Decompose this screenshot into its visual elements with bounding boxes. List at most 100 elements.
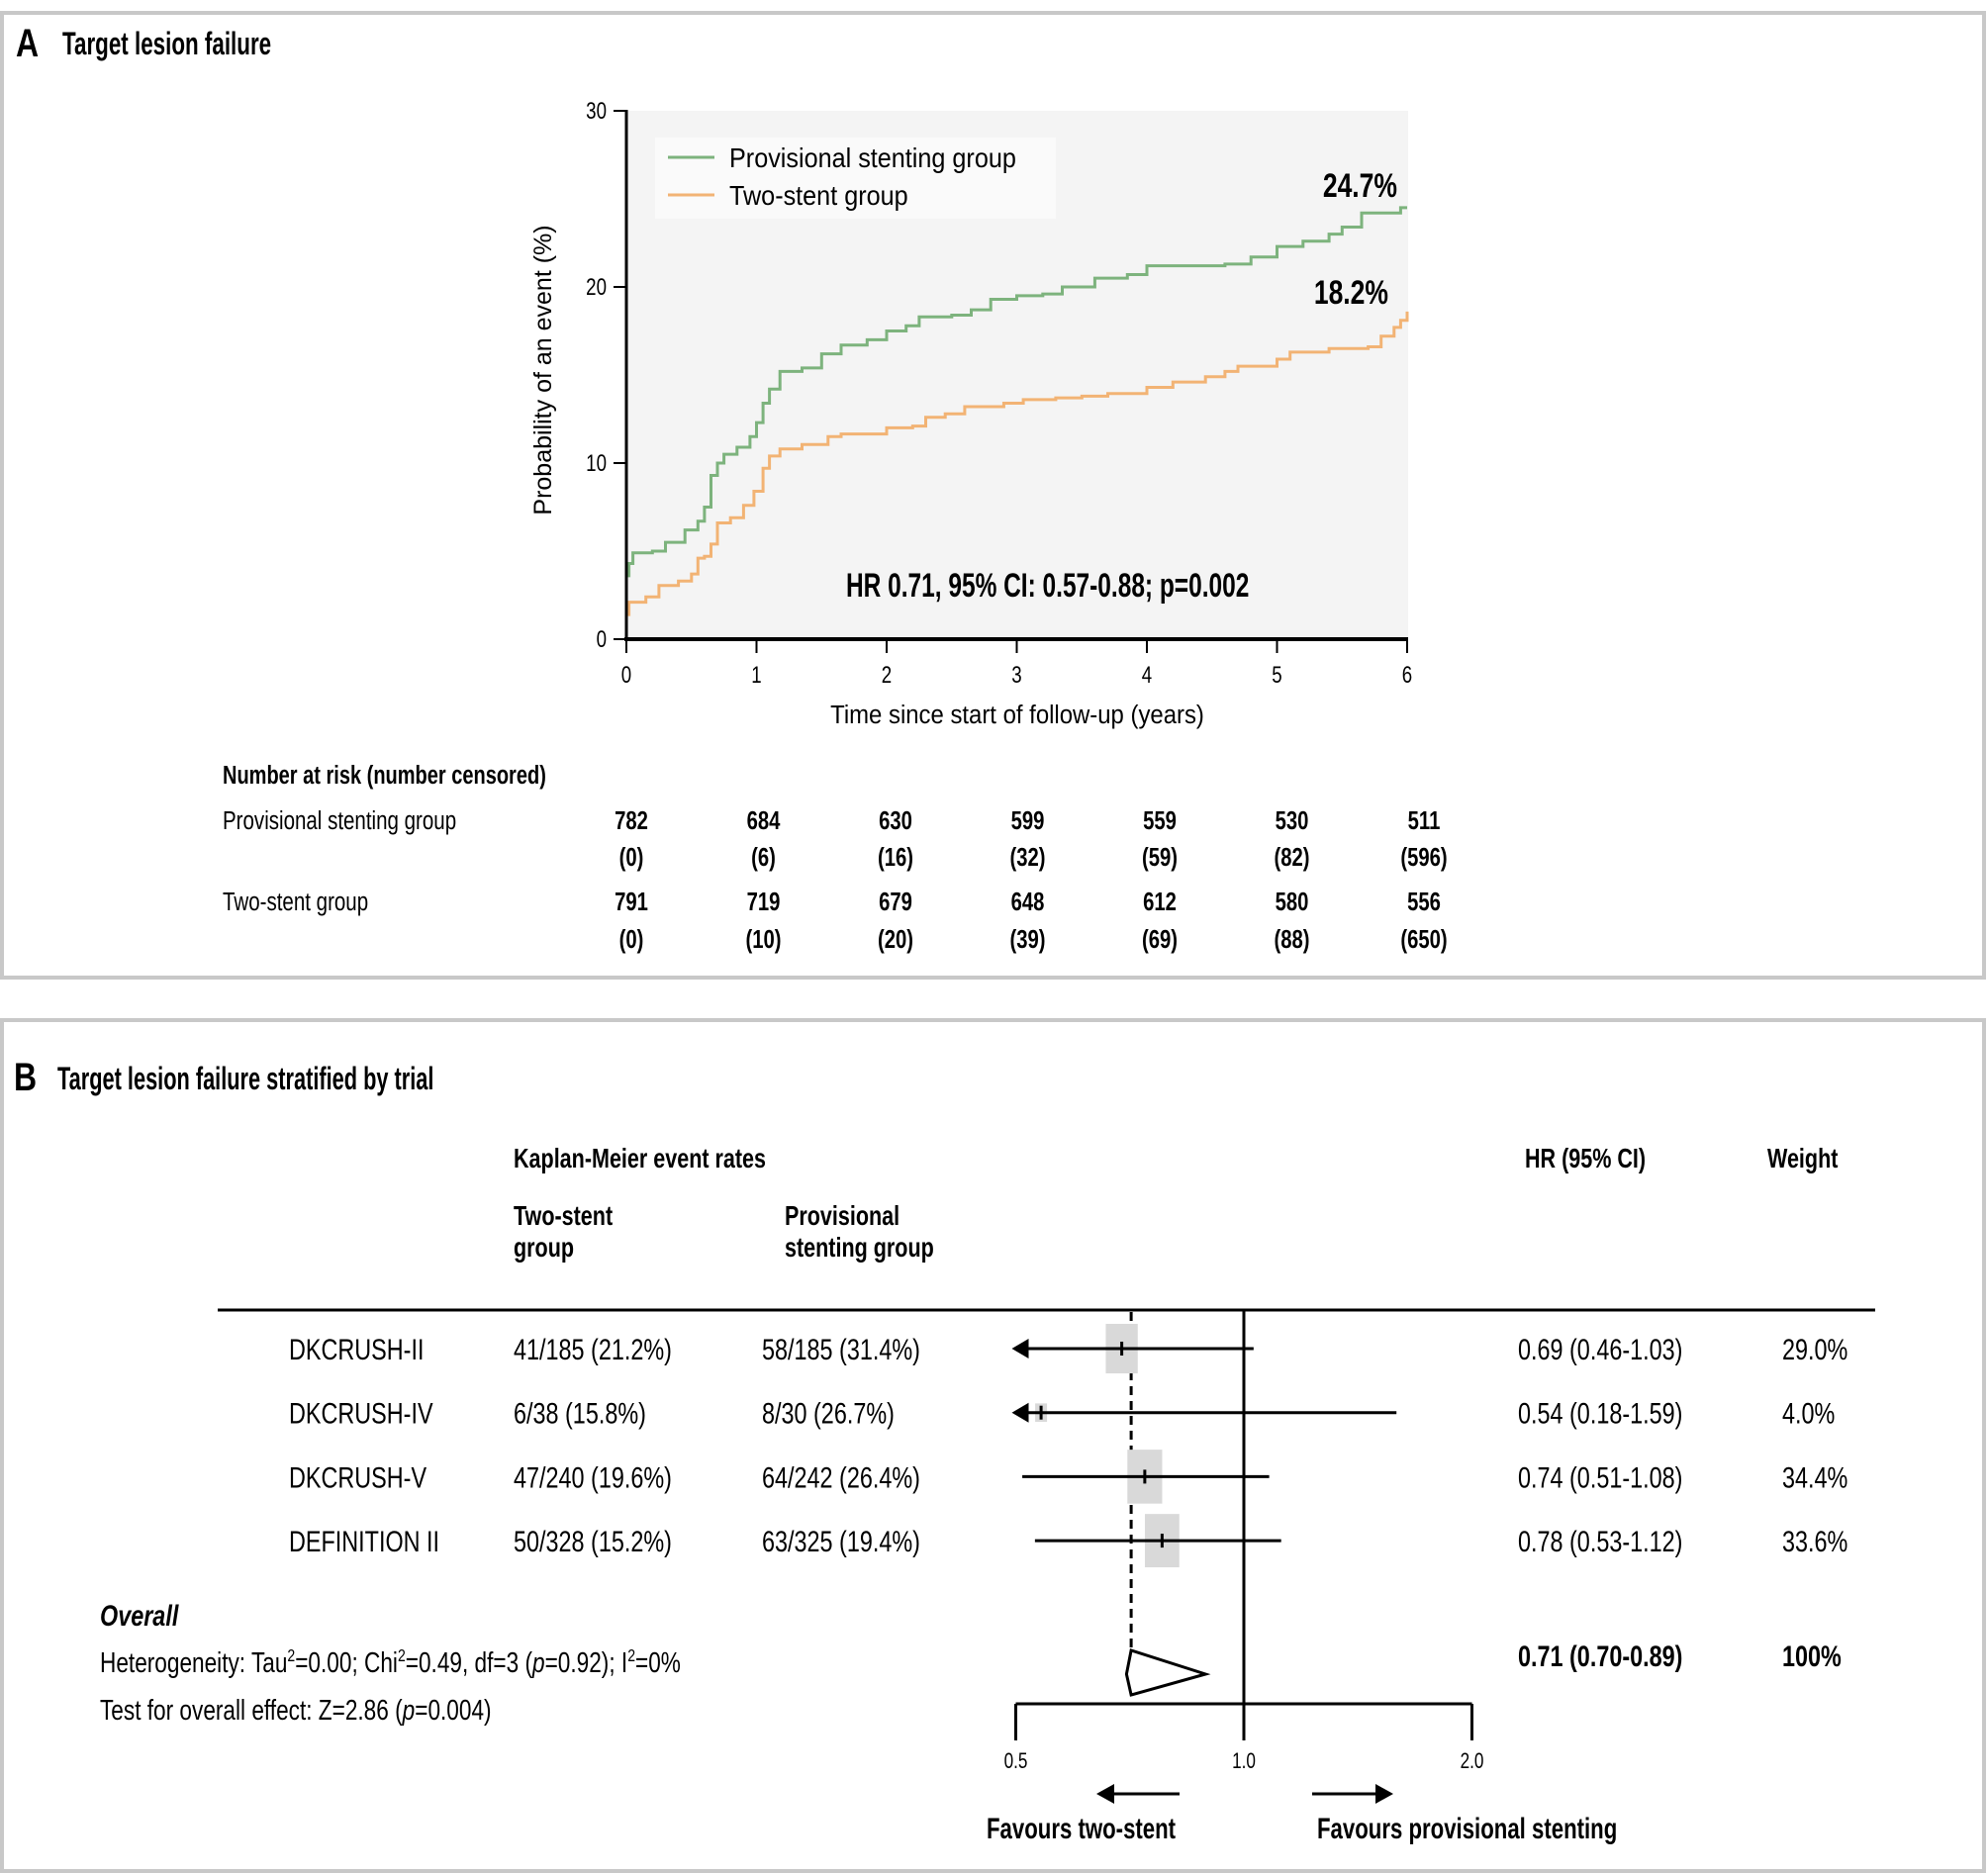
x-tick-label: 3 [1011,662,1021,689]
study-two-stent-rate: 6/38 (15.8%) [514,1397,646,1430]
favours-right-label: Favours provisional stenting [1317,1812,1617,1845]
study-provisional-rate-wrap: 63/325 (19.4%) [762,1525,920,1557]
header-two-stent-line1-wrap: Two-stent [514,1200,614,1231]
heterogeneity-part: =0.92); I [545,1645,628,1678]
study-provisional-rate: 63/325 (19.4%) [762,1525,920,1557]
header-weight: Weight [1767,1143,1839,1173]
risk-at-risk-two-stent: 679 [879,888,912,916]
study-two-stent-rate: 50/328 (15.2%) [514,1525,672,1557]
risk-at-risk-provisional: 630 [879,806,912,835]
legend: Provisional stenting group Two-stent gro… [655,138,1056,219]
study-name-wrap: DKCRUSH-II [289,1333,424,1365]
km-curve-two-stent [626,311,1409,616]
study-provisional-rate-wrap: 64/242 (26.4%) [762,1461,920,1494]
risk-row-label-two-stent: Two-stent group [223,888,368,916]
study-name: DKCRUSH-IV [289,1397,433,1430]
x-axis-title: Time since start of follow-up (years) [830,701,1204,729]
risk-censored-two-stent: (650) [1400,925,1447,954]
y-tick-label-wrap: 10 [586,450,607,477]
overall-test-text: Test for overall effect: Z=2.86 (p=0.004… [100,1693,492,1726]
risk-censored-two-stent-wrap: (20) [878,925,913,954]
risk-censored-provisional-wrap: (6) [751,843,776,872]
x-tick-label-wrap: 6 [1402,662,1412,689]
overall-weight-wrap: 100% [1782,1640,1842,1672]
risk-at-risk-provisional: 599 [1011,806,1045,835]
forest-rows: DKCRUSH-II 41/185 (21.2%) 58/185 (31.4%) 0.… [289,1333,1847,1558]
forest-headers: Kaplan-Meier event rates Two-stent group… [514,1143,1839,1263]
x-tick-label: 1 [751,662,761,689]
end-label-provisional: 24.7% [1323,167,1397,205]
risk-censored-provisional: (16) [878,843,913,872]
risk-censored-two-stent-wrap: (69) [1142,925,1178,954]
km-curve-provisional [626,206,1407,578]
overall-block: Overall Heterogeneity: Tau2=0.00; Chi2=0… [100,1599,1842,1726]
risk-at-risk-two-stent: 580 [1276,888,1309,916]
study-weight: 33.6% [1782,1525,1847,1557]
risk-at-risk-provisional-wrap: 511 [1408,806,1441,835]
overall-test-part: =0.004) [415,1693,491,1726]
study-two-stent-rate-wrap: 47/240 (19.6%) [514,1461,672,1494]
header-provisional-line2-wrap: stenting group [785,1232,934,1263]
panel-a-title: Target lesion failure [62,26,271,61]
risk-at-risk-provisional-wrap: 530 [1276,806,1309,835]
forest-marks: 0.5 1.0 2.0 [1004,1310,1483,1774]
study-provisional-rate-wrap: 58/185 (31.4%) [762,1333,920,1365]
risk-censored-provisional: (6) [751,843,776,872]
risk-at-risk-two-stent-wrap: 791 [615,888,648,916]
study-two-stent-rate: 41/185 (21.2%) [514,1333,672,1365]
risk-at-risk-two-stent: 648 [1011,888,1045,916]
favours-indicators: Favours two-stent Favours provisional st… [987,1784,1617,1845]
heterogeneity-part: =0.00; Chi [295,1645,398,1678]
superscript: 2 [398,1645,406,1665]
risk-censored-provisional: (32) [1009,843,1045,872]
risk-at-risk-provisional: 511 [1408,806,1441,835]
favours-right-label-wrap: Favours provisional stenting [1317,1812,1617,1845]
heterogeneity-text: Heterogeneity: Tau2=0.00; Chi2=0.49, df=… [100,1645,681,1678]
risk-censored-provisional-wrap: (59) [1142,843,1178,872]
legend-label-provisional-wrap: Provisional stenting group [729,142,1016,174]
favours-right-arrow-icon [1375,1784,1393,1804]
header-two-stent-line2-wrap: group [514,1232,574,1263]
heterogeneity-part: =0.49, df=3 ( [406,1645,533,1678]
risk-censored-two-stent: (10) [745,925,781,954]
y-ticks: 0 10 20 30 [586,98,626,653]
overall-weight: 100% [1782,1640,1842,1672]
risk-censored-two-stent-wrap: (10) [745,925,781,954]
risk-censored-two-stent: (39) [1009,925,1045,954]
panel-b-frame [0,1018,1986,1873]
study-hr-wrap: 0.74 (0.51-1.08) [1518,1461,1682,1494]
y-tick-label-wrap: 0 [597,626,607,653]
risk-at-risk-two-stent-wrap: 679 [879,888,912,916]
risk-row-label-provisional: Provisional stenting group [223,806,456,835]
study-two-stent-rate-wrap: 41/185 (21.2%) [514,1333,672,1365]
panel-b-letter: B [14,1055,37,1099]
risk-at-risk-two-stent-wrap: 719 [747,888,781,916]
header-km-rates: Kaplan-Meier event rates [514,1143,766,1173]
overall-hr: 0.71 (0.70-0.89) [1518,1640,1682,1672]
y-axis-title-wrap: Probability of an event (%) [529,225,557,515]
study-weight: 29.0% [1782,1333,1847,1365]
end-label-two-stent-wrap: 18.2% [1314,274,1388,312]
hr-annotation: HR 0.71, 95% CI: 0.57-0.88; p=0.002 [846,567,1249,605]
risk-censored-two-stent-wrap: (0) [619,925,644,954]
x-tick-label: 5 [1272,662,1281,689]
risk-at-risk-provisional: 559 [1143,806,1177,835]
favours-left-label-wrap: Favours two-stent [987,1812,1176,1845]
italic-p: p [402,1693,415,1726]
x-tick-label: 0 [621,662,631,689]
forest-x-tick-label: 1.0 [1232,1749,1256,1774]
superscript: 2 [627,1645,635,1665]
study-name: DEFINITION II [289,1525,439,1557]
risk-at-risk-provisional-wrap: 599 [1011,806,1045,835]
study-name-wrap: DKCRUSH-IV [289,1397,433,1430]
risk-at-risk-two-stent-wrap: 580 [1276,888,1309,916]
risk-at-risk-two-stent-wrap: 556 [1407,888,1441,916]
study-weight-wrap: 34.4% [1782,1461,1847,1494]
overall-label: Overall [100,1599,179,1632]
end-label-provisional-wrap: 24.7% [1323,167,1397,205]
risk-censored-two-stent-wrap: (88) [1274,925,1309,954]
x-tick-label: 2 [882,662,892,689]
overall-hr-wrap: 0.71 (0.70-0.89) [1518,1640,1682,1672]
study-provisional-rate: 58/185 (31.4%) [762,1333,920,1365]
